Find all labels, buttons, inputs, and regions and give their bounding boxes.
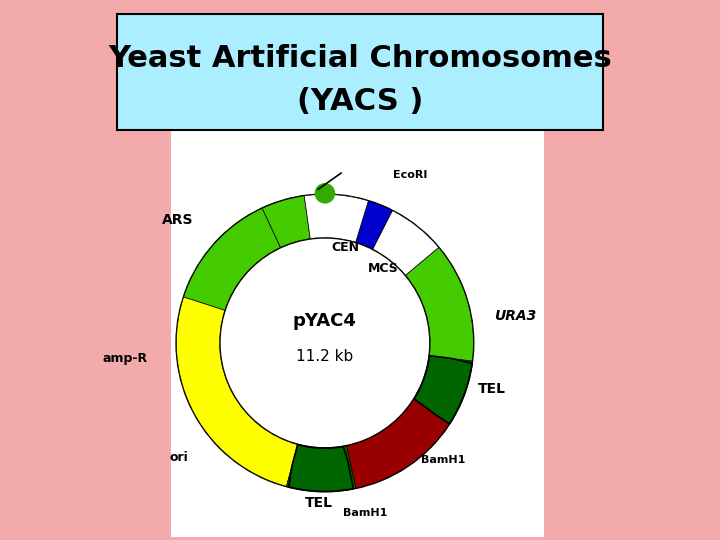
Text: amp-R: amp-R [102,352,148,365]
Text: (YACS ): (YACS ) [297,87,423,116]
Wedge shape [373,211,438,275]
Wedge shape [347,399,451,488]
Circle shape [315,184,335,203]
Wedge shape [262,196,310,247]
Wedge shape [184,208,280,310]
Text: EcoRI: EcoRI [392,170,427,180]
Text: BamH1: BamH1 [343,508,387,518]
Polygon shape [414,356,472,424]
Wedge shape [176,297,297,487]
Text: MCS: MCS [368,262,398,275]
Text: URA3: URA3 [494,309,536,323]
Wedge shape [305,194,369,242]
FancyBboxPatch shape [117,14,603,130]
Wedge shape [356,201,392,249]
Text: TEL: TEL [478,382,506,396]
Text: TEL: TEL [305,496,333,510]
Wedge shape [405,247,473,361]
Text: ori: ori [170,451,189,464]
Wedge shape [287,444,356,491]
Text: pYAC4: pYAC4 [293,312,357,330]
Text: ARS: ARS [162,213,194,227]
Polygon shape [289,444,354,491]
Text: BamH1: BamH1 [420,455,465,465]
Text: Yeast Artificial Chromosomes: Yeast Artificial Chromosomes [108,44,612,73]
Wedge shape [176,194,474,491]
Wedge shape [414,356,472,422]
FancyBboxPatch shape [171,127,544,537]
Text: CEN: CEN [331,241,359,254]
Text: 11.2 kb: 11.2 kb [296,349,354,364]
